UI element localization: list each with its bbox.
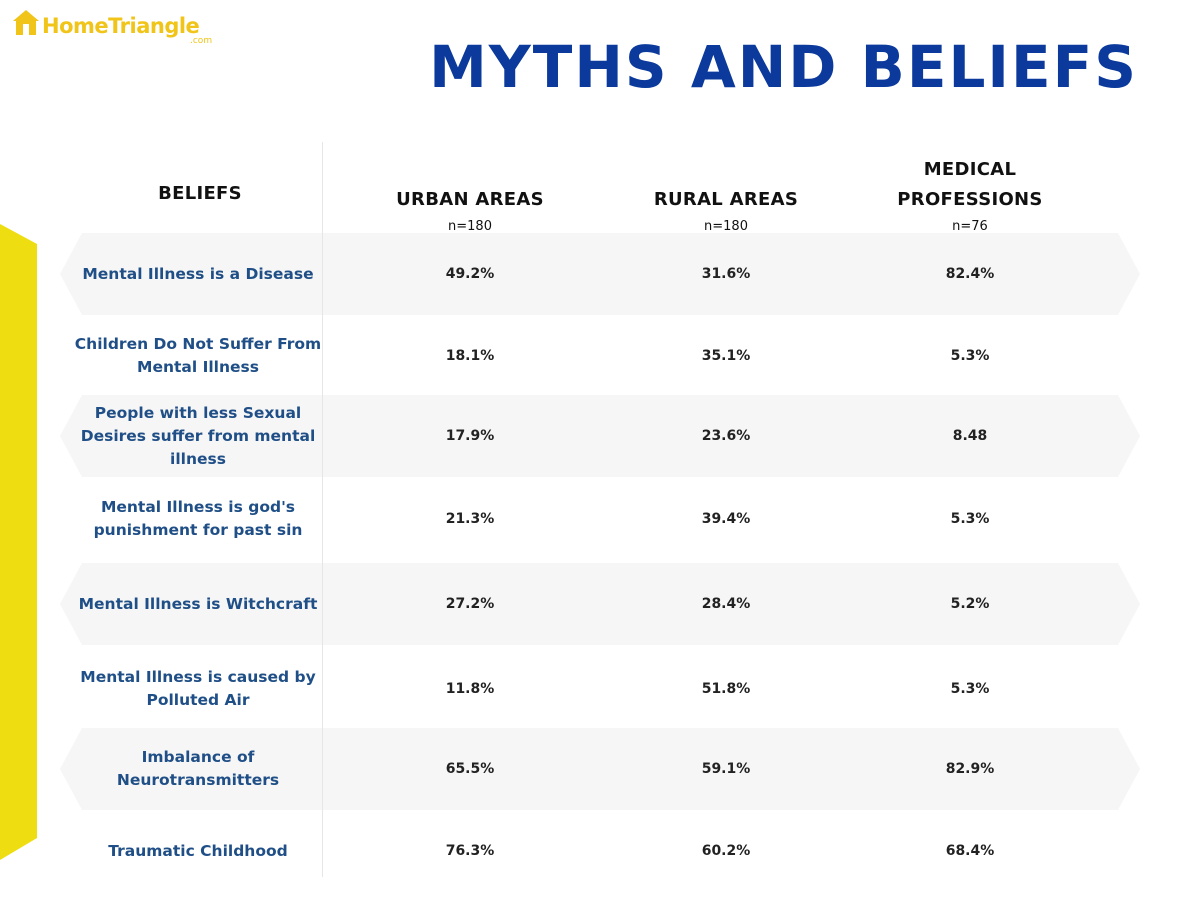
- value-rural: 35.1%: [701, 348, 751, 364]
- value-rural: 60.2%: [701, 843, 751, 859]
- column-header-urban: URBAN AREAS n=180: [340, 152, 600, 237]
- column-label: RURAL AREAS: [653, 189, 799, 210]
- column-divider: [322, 142, 323, 877]
- value-medical: 8.48: [952, 428, 988, 444]
- value-urban: 49.2%: [445, 266, 495, 282]
- belief-label: Mental Illness is caused by Polluted Air: [80, 668, 316, 709]
- value-medical: 82.9%: [945, 761, 995, 777]
- value-rural: 39.4%: [701, 511, 751, 527]
- value-rural: 31.6%: [701, 266, 751, 282]
- value-medical: 82.4%: [945, 266, 995, 282]
- column-header-beliefs: BELIEFS: [70, 152, 330, 237]
- value-urban: 17.9%: [445, 428, 495, 444]
- value-medical: 5.3%: [950, 511, 990, 527]
- value-urban: 21.3%: [445, 511, 495, 527]
- value-medical: 5.2%: [950, 596, 990, 612]
- logo: HomeTriangle .com: [12, 8, 212, 50]
- value-medical: 5.3%: [950, 348, 990, 364]
- yellow-accent-bar: [0, 224, 37, 860]
- row-band: [60, 395, 1140, 477]
- value-urban: 65.5%: [445, 761, 495, 777]
- value-medical: 5.3%: [950, 681, 990, 697]
- belief-label: Mental Illness is Witchcraft: [78, 594, 318, 613]
- belief-label: Traumatic Childhood: [108, 841, 288, 860]
- value-medical: 68.4%: [945, 843, 995, 859]
- row-band: [60, 233, 1140, 315]
- belief-label: People with less Sexual Desires suffer f…: [80, 403, 316, 468]
- value-rural: 51.8%: [701, 681, 751, 697]
- belief-label: Children Do Not Suffer From Mental Illne…: [74, 335, 322, 376]
- page-title: MYTHS AND BELIEFS: [429, 33, 1138, 101]
- column-label: URBAN AREAS: [396, 189, 544, 210]
- row-band: [60, 728, 1140, 810]
- logo-text: HomeTriangle: [42, 14, 200, 38]
- column-header-medical: MEDICAL PROFESSIONS n=76: [840, 152, 1100, 237]
- logo-suffix: .com: [190, 36, 213, 46]
- value-urban: 76.3%: [445, 843, 495, 859]
- row-band: [60, 563, 1140, 645]
- belief-label: Mental Illness is god's punishment for p…: [93, 498, 303, 539]
- value-urban: 27.2%: [445, 596, 495, 612]
- belief-label: Imbalance of Neurotransmitters: [116, 748, 280, 789]
- value-rural: 28.4%: [701, 596, 751, 612]
- belief-label: Mental Illness is a Disease: [82, 264, 314, 283]
- value-urban: 11.8%: [445, 681, 495, 697]
- value-urban: 18.1%: [445, 348, 495, 364]
- value-rural: 59.1%: [701, 761, 751, 777]
- column-label: MEDICAL PROFESSIONS: [897, 159, 1043, 210]
- column-header-rural: RURAL AREAS n=180: [596, 152, 856, 237]
- column-sample-size: n=180: [704, 219, 748, 234]
- column-sample-size: n=180: [448, 219, 492, 234]
- house-icon: [13, 10, 39, 35]
- column-label: BELIEFS: [158, 183, 242, 204]
- column-sample-size: n=76: [952, 219, 988, 234]
- value-rural: 23.6%: [701, 428, 751, 444]
